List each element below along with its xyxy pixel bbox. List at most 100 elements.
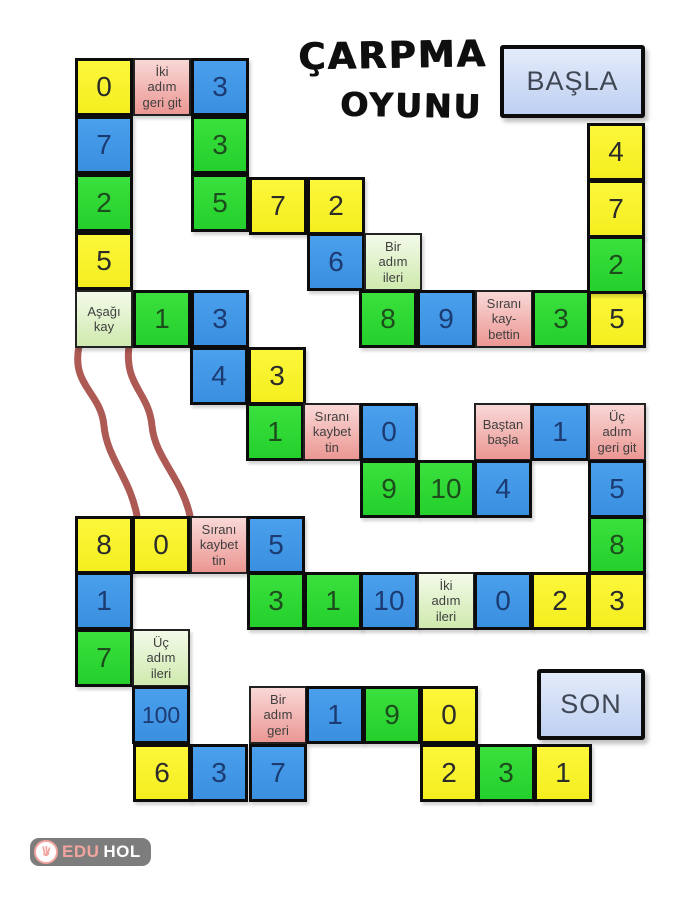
action-cell: Bir adım geri bbox=[249, 686, 307, 744]
number-cell: 3 bbox=[247, 572, 305, 630]
slide-curve-right bbox=[124, 342, 194, 520]
number-cell: 2 bbox=[420, 744, 478, 802]
number-cell-value: 8 bbox=[609, 529, 625, 560]
number-cell-value: 9 bbox=[438, 303, 454, 334]
number-cell-value: 6 bbox=[154, 757, 170, 788]
number-cell-value: 0 bbox=[495, 585, 511, 616]
number-cell: 0 bbox=[360, 403, 418, 461]
number-cell: 5 bbox=[247, 516, 305, 574]
action-cell: İki adım geri git bbox=[133, 58, 191, 116]
number-cell-value: 5 bbox=[268, 529, 284, 560]
number-cell-value: 2 bbox=[552, 585, 568, 616]
action-cell-label: İki adım ileri bbox=[431, 578, 461, 624]
number-cell: 2 bbox=[531, 572, 589, 630]
number-cell-value: 3 bbox=[609, 585, 625, 616]
number-cell: 7 bbox=[587, 180, 645, 238]
number-cell: 9 bbox=[363, 686, 421, 744]
action-cell-label: Baştan başla bbox=[482, 416, 524, 447]
number-cell-value: 3 bbox=[212, 303, 228, 334]
number-cell: 3 bbox=[190, 744, 248, 802]
action-cell-label: Aşağı kay bbox=[87, 303, 121, 334]
number-cell-value: 10 bbox=[373, 585, 405, 616]
number-cell: 2 bbox=[587, 236, 645, 294]
action-cell-label: İki adım geri git bbox=[142, 64, 182, 110]
number-cell-value: 0 bbox=[153, 529, 169, 560]
number-cell: 1 bbox=[304, 572, 362, 630]
number-cell-value: 3 bbox=[553, 303, 569, 334]
number-cell-value: 7 bbox=[270, 190, 286, 221]
number-cell-value: 4 bbox=[608, 136, 624, 167]
action-cell-label: Sıranı kaybet tin bbox=[199, 522, 239, 568]
number-cell: 1 bbox=[306, 686, 364, 744]
number-cell-value: 5 bbox=[609, 303, 625, 334]
number-cell-value: 5 bbox=[212, 187, 228, 218]
number-cell: 8 bbox=[588, 516, 646, 574]
number-cell: 0 bbox=[75, 58, 133, 116]
number-cell-value: 7 bbox=[96, 129, 112, 160]
number-cell-value: 8 bbox=[96, 529, 112, 560]
number-cell: 0 bbox=[474, 572, 532, 630]
number-cell: 1 bbox=[133, 290, 191, 348]
number-cell: 6 bbox=[307, 233, 365, 291]
number-cell-value: 1 bbox=[552, 416, 568, 447]
number-cell: 4 bbox=[474, 460, 532, 518]
number-cell: 7 bbox=[75, 116, 133, 174]
number-cell: 2 bbox=[75, 174, 133, 232]
action-cell-label: Bir adım ileri bbox=[378, 239, 408, 285]
number-cell-value: 4 bbox=[211, 360, 227, 391]
number-cell: 2 bbox=[307, 177, 365, 235]
logo-text-hol: HOL bbox=[103, 842, 141, 861]
number-cell-value: 3 bbox=[212, 71, 228, 102]
end-label: SON bbox=[560, 689, 622, 719]
number-cell: 0 bbox=[132, 516, 190, 574]
action-cell: Sıranı kaybet tin bbox=[190, 516, 248, 574]
number-cell-value: 7 bbox=[608, 193, 624, 224]
number-cell-value: 8 bbox=[380, 303, 396, 334]
action-cell: İki adım ileri bbox=[417, 572, 475, 630]
action-cell-label: Üç adım geri git bbox=[597, 409, 637, 455]
start-cell: BAŞLA bbox=[500, 45, 645, 118]
number-cell-value: 1 bbox=[555, 757, 571, 788]
number-cell-value: 100 bbox=[141, 701, 181, 728]
eduhol-logo: EDU HOL bbox=[30, 838, 151, 866]
number-cell-value: 1 bbox=[154, 303, 170, 334]
number-cell: 5 bbox=[588, 290, 646, 348]
number-cell: 5 bbox=[191, 174, 249, 232]
number-cell-value: 2 bbox=[96, 187, 112, 218]
number-cell: 8 bbox=[75, 516, 133, 574]
number-cell-value: 5 bbox=[609, 473, 625, 504]
number-cell: 9 bbox=[360, 460, 418, 518]
action-cell-label: Sıranı kaybet tin bbox=[312, 409, 352, 455]
number-cell: 7 bbox=[249, 177, 307, 235]
number-cell-value: 3 bbox=[269, 360, 285, 391]
number-cell: 3 bbox=[532, 290, 590, 348]
number-cell-value: 3 bbox=[211, 757, 227, 788]
number-cell-value: 7 bbox=[270, 757, 286, 788]
number-cell-value: 4 bbox=[495, 473, 511, 504]
number-cell: 3 bbox=[191, 116, 249, 174]
action-cell: Sıranı kay- bettin bbox=[475, 290, 533, 348]
action-cell: Üç adım geri git bbox=[588, 403, 646, 461]
number-cell-value: 6 bbox=[328, 246, 344, 277]
number-cell-value: 9 bbox=[384, 699, 400, 730]
slide-curve-left bbox=[74, 342, 141, 520]
number-cell-value: 2 bbox=[441, 757, 457, 788]
number-cell: 1 bbox=[531, 403, 589, 461]
number-cell-value: 3 bbox=[212, 129, 228, 160]
number-cell-value: 1 bbox=[327, 699, 343, 730]
action-cell: Üç adım ileri bbox=[132, 629, 190, 687]
number-cell: 4 bbox=[190, 347, 248, 405]
number-cell: 1 bbox=[75, 572, 133, 630]
number-cell-value: 0 bbox=[441, 699, 457, 730]
end-cell: SON bbox=[537, 669, 645, 740]
action-cell: Sıranı kaybet tin bbox=[303, 403, 361, 461]
number-cell: 4 bbox=[587, 123, 645, 181]
number-cell-value: 3 bbox=[268, 585, 284, 616]
number-cell: 9 bbox=[417, 290, 475, 348]
logo-text-edu: EDU bbox=[62, 842, 100, 861]
number-cell: 3 bbox=[248, 347, 306, 405]
action-cell: Bir adım ileri bbox=[364, 233, 422, 291]
number-cell-value: 10 bbox=[430, 473, 462, 504]
number-cell: 5 bbox=[588, 460, 646, 518]
number-cell-value: 9 bbox=[381, 473, 397, 504]
